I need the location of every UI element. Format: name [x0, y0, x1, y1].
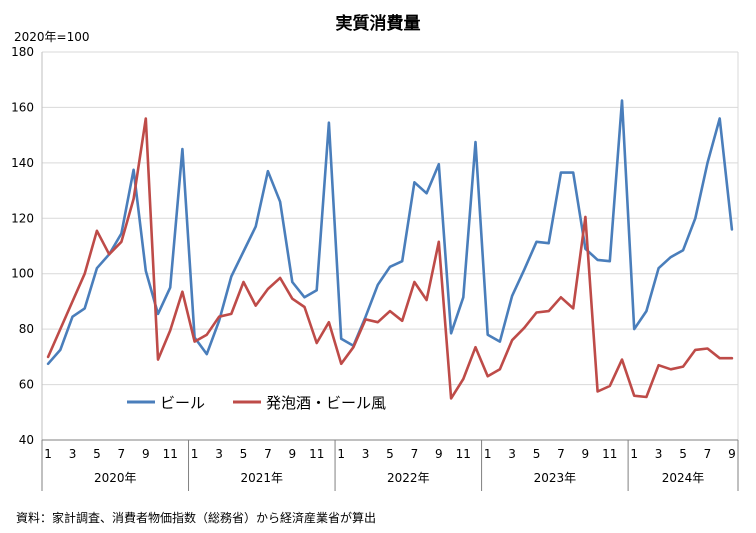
- x-axis: 1 3 5 7 9 11 2020年 1 3 5 7 9 11 2021年 1 3 5 7 9 11 2022年 1 3 5 7…: [41, 439, 739, 491]
- y-tick-label-40: 40: [19, 433, 34, 447]
- x-tick-label-month: 5: [93, 447, 101, 461]
- source-note: 資料：家計調査、消費者物価指数（総務省）から経済産業省が算出: [16, 510, 376, 525]
- y-tick-label-80: 80: [19, 322, 34, 336]
- x-year-label: 2022年: [387, 471, 430, 485]
- x-tick-label-month: 11: [602, 447, 617, 461]
- x-tick-label-month: 11: [456, 447, 471, 461]
- legend: ビール 発泡酒・ビール風: [127, 394, 386, 412]
- x-tick-label-month: 9: [288, 447, 296, 461]
- y-axis-unit-label: 2020年=100: [14, 30, 90, 44]
- x-tick-label-month: 7: [704, 447, 712, 461]
- x-year-label: 2020年: [94, 471, 137, 485]
- x-tick-label-month: 7: [411, 447, 419, 461]
- series-line-beer: [46, 99, 734, 366]
- x-tick-label-month: 9: [435, 447, 443, 461]
- x-tick-label-month: 9: [582, 447, 590, 461]
- series-line-happoshu: [46, 117, 734, 400]
- x-tick-label-month: 1: [44, 447, 52, 461]
- series-lines: [46, 99, 734, 400]
- y-tick-label-160: 160: [11, 100, 34, 114]
- x-tick-label-month: 7: [557, 447, 565, 461]
- y-tick-label-60: 60: [19, 378, 34, 392]
- x-tick-label-month: 1: [337, 447, 345, 461]
- x-tick-label-month: 1: [191, 447, 199, 461]
- x-tick-label-month: 9: [142, 447, 150, 461]
- x-tick-label-month: 3: [362, 447, 370, 461]
- x-tick-label-month: 3: [69, 447, 77, 461]
- x-tick-label-month: 3: [508, 447, 516, 461]
- x-tick-label-month: 5: [533, 447, 541, 461]
- x-tick-label-month: 11: [309, 447, 324, 461]
- x-year-label: 2024年: [662, 471, 705, 485]
- x-year-label: 2021年: [241, 471, 284, 485]
- x-tick-label-month: 7: [118, 447, 126, 461]
- x-tick-label-month: 11: [163, 447, 178, 461]
- gridlines: [41, 51, 739, 441]
- legend-label-happoshu: 発泡酒・ビール風: [266, 394, 386, 412]
- legend-label-beer: ビール: [160, 394, 205, 412]
- x-tick-label-month: 5: [240, 447, 248, 461]
- x-tick-label-month: 9: [728, 447, 736, 461]
- x-tick-label-month: 3: [655, 447, 663, 461]
- x-tick-label-month: 5: [386, 447, 394, 461]
- y-tick-label-120: 120: [11, 211, 34, 225]
- x-tick-label-month: 7: [264, 447, 272, 461]
- y-tick-label-140: 140: [11, 156, 34, 170]
- x-tick-label-month: 1: [484, 447, 492, 461]
- x-year-label: 2023年: [534, 471, 577, 485]
- y-tick-label-180: 180: [11, 45, 34, 59]
- y-tick-label-100: 100: [11, 267, 34, 281]
- x-tick-label-month: 3: [215, 447, 223, 461]
- y-axis-tick-labels: 40 60 80 100 120 140 160 180: [11, 45, 34, 447]
- x-tick-label-month: 1: [630, 447, 638, 461]
- chart-title: 実質消費量: [336, 13, 421, 34]
- x-tick-label-month: 5: [679, 447, 687, 461]
